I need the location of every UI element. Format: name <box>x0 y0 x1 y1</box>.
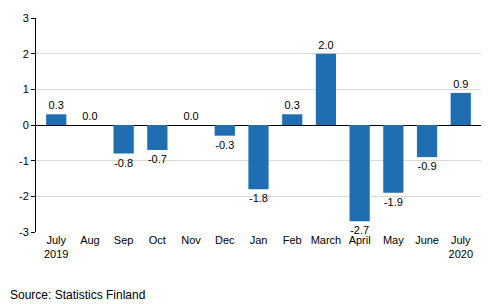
svg-text:Nov: Nov <box>181 234 201 246</box>
svg-text:-1.9: -1.9 <box>384 196 403 208</box>
svg-text:0.9: 0.9 <box>453 78 468 90</box>
svg-text:0.3: 0.3 <box>285 99 300 111</box>
svg-text:Feb: Feb <box>283 234 302 246</box>
svg-text:April: April <box>349 234 371 246</box>
svg-text:-1.8: -1.8 <box>249 192 268 204</box>
svg-text:-0.3: -0.3 <box>215 139 234 151</box>
svg-text:Aug: Aug <box>80 234 100 246</box>
svg-text:Dec: Dec <box>215 234 235 246</box>
svg-text:2.0: 2.0 <box>318 39 333 51</box>
svg-text:-0.9: -0.9 <box>418 160 437 172</box>
svg-text:July2019: July2019 <box>44 234 68 260</box>
svg-text:-1: -1 <box>19 155 29 167</box>
svg-text:3: 3 <box>23 12 29 24</box>
svg-text:Oct: Oct <box>149 234 166 246</box>
svg-text:2: 2 <box>23 48 29 60</box>
svg-text:-3: -3 <box>19 226 29 238</box>
svg-text:July2020: July2020 <box>449 234 473 260</box>
svg-text:-0.7: -0.7 <box>148 153 167 165</box>
svg-text:-2: -2 <box>19 190 29 202</box>
svg-text:0.0: 0.0 <box>183 110 198 122</box>
svg-text:Jan: Jan <box>250 234 268 246</box>
svg-text:0.3: 0.3 <box>49 99 64 111</box>
svg-text:June: June <box>415 234 439 246</box>
svg-text:1: 1 <box>23 83 29 95</box>
svg-text:-0.8: -0.8 <box>114 157 133 169</box>
svg-text:March: March <box>311 234 342 246</box>
svg-text:-2.7: -2.7 <box>350 224 369 236</box>
svg-text:Sep: Sep <box>114 234 134 246</box>
svg-text:May: May <box>383 234 404 246</box>
svg-text:0: 0 <box>23 119 29 131</box>
svg-text:Source: Statistics Finland: Source: Statistics Finland <box>10 288 145 302</box>
svg-text:0.0: 0.0 <box>82 110 97 122</box>
